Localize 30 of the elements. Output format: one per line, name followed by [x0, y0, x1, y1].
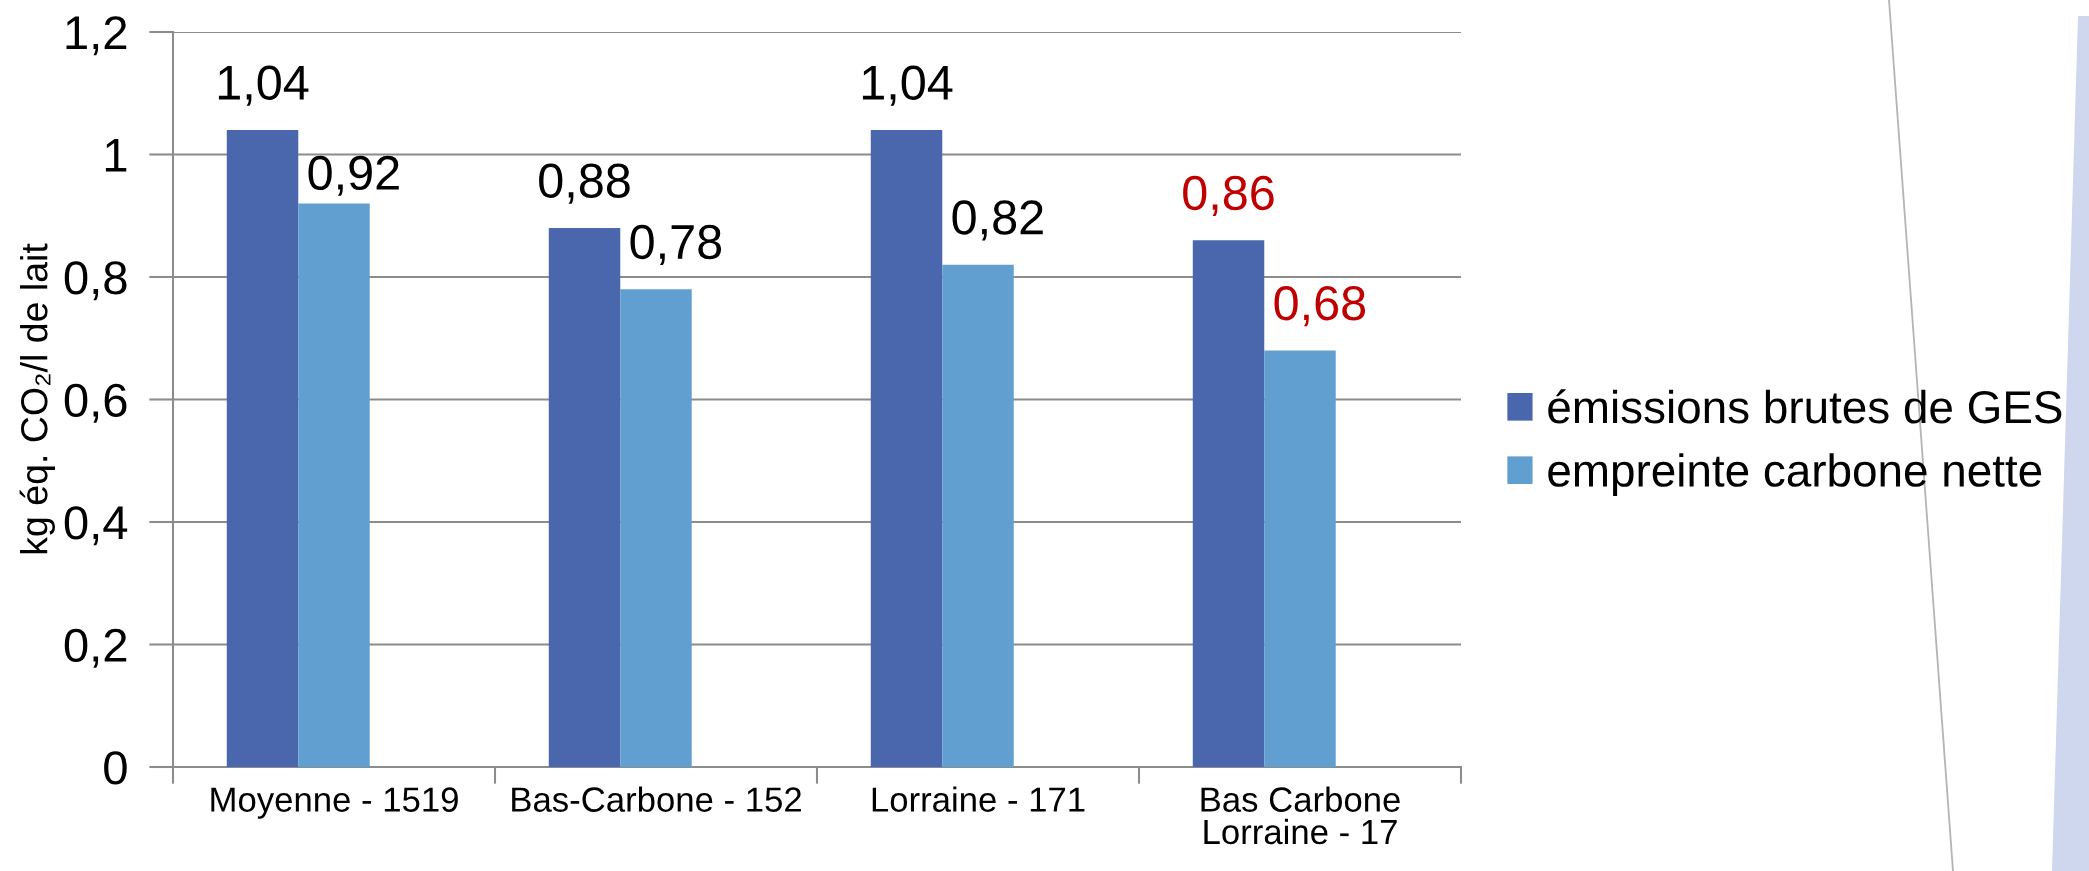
data-label: 0,88 [539, 163, 630, 204]
x-tick-label: Lorraine - 171 [872, 786, 1085, 812]
bar [870, 130, 943, 767]
bar [1264, 350, 1336, 767]
y-tick-label: 1,2 [66, 16, 127, 56]
x-tick-label: Moyenne - 1519 [211, 787, 458, 819]
bar [1192, 240, 1265, 767]
y-axis-title: kg éq. CO₂/l de lait [19, 243, 55, 554]
data-label: 0,86 [1183, 175, 1274, 216]
data-label: 1,04 [862, 65, 953, 106]
bar [620, 289, 692, 767]
bar [298, 203, 370, 767]
y-tick-label: 0,8 [64, 261, 127, 301]
y-tick-label: 0 [104, 751, 127, 785]
bar [942, 264, 1014, 767]
data-label: 0,92 [308, 155, 399, 196]
y-tick-label: 0,2 [64, 628, 127, 668]
legend-label: empreinte carbone nette [1548, 453, 2042, 496]
data-label: 0,82 [952, 200, 1043, 241]
x-tick-label: Bas Carbone Lorraine - 17 [1201, 786, 1400, 845]
data-label: 0,78 [630, 224, 722, 265]
bar [548, 228, 621, 767]
y-tick-label: 1 [105, 139, 127, 172]
bar [226, 130, 299, 767]
y-tick-label: 0,4 [64, 506, 128, 546]
y-tick-label: 0,6 [64, 383, 127, 423]
x-tick-label: Bas-Carbone - 152 [512, 786, 801, 812]
legend-label: émissions brutes de GES [1548, 389, 2062, 424]
data-label: 1,04 [218, 65, 309, 106]
data-label: 0,68 [1274, 286, 1366, 327]
